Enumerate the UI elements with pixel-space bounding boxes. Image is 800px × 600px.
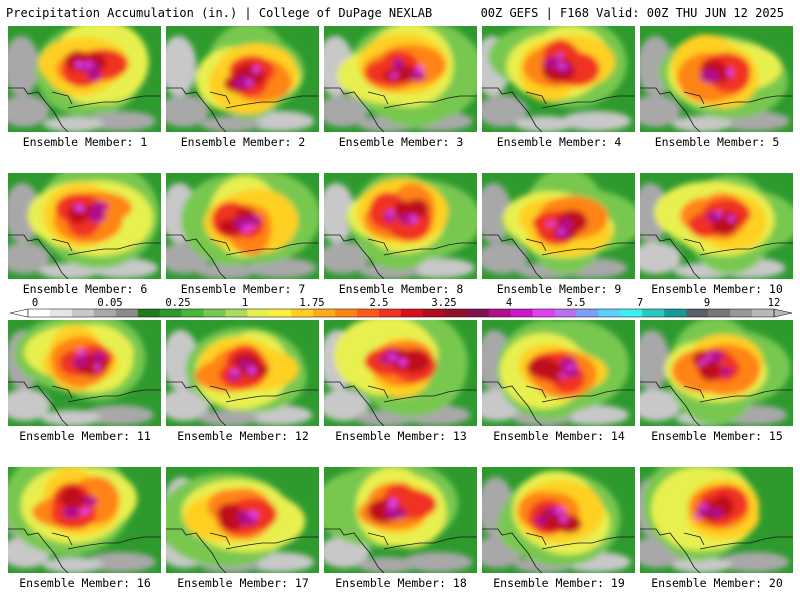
legend-color-swatch bbox=[71, 309, 95, 317]
legend-color-swatch bbox=[379, 309, 402, 317]
ensemble-member-map bbox=[166, 173, 319, 279]
ensemble-member-label: Ensemble Member: 18 bbox=[335, 576, 467, 590]
legend-tick-label: 4 bbox=[506, 297, 512, 309]
ensemble-member-label: Ensemble Member: 9 bbox=[496, 282, 622, 296]
legend-color-swatch bbox=[159, 309, 182, 317]
legend-color-swatch bbox=[357, 309, 380, 317]
legend-arrow-high bbox=[773, 308, 792, 318]
ensemble-member-map bbox=[324, 467, 477, 573]
legend-tick-label: 0.05 bbox=[97, 297, 122, 309]
ensemble-member-map bbox=[166, 467, 319, 573]
legend-tick-label: 1.75 bbox=[299, 297, 324, 309]
ensemble-member-map bbox=[8, 320, 161, 426]
legend-color-swatch bbox=[137, 309, 161, 317]
ensemble-member-label: Ensemble Member: 13 bbox=[335, 429, 467, 443]
ensemble-member-label: Ensemble Member: 2 bbox=[180, 135, 306, 149]
legend-color-swatch bbox=[598, 309, 621, 317]
ensemble-member-map bbox=[166, 320, 319, 426]
ensemble-member-map bbox=[640, 173, 793, 279]
ensemble-member-map bbox=[8, 467, 161, 573]
legend-color-swatch bbox=[444, 309, 468, 317]
header-run-info: 00Z GEFS | F168 Valid: 00Z THU JUN 12 20… bbox=[480, 6, 784, 20]
ensemble-member-label: Ensemble Member: 17 bbox=[177, 576, 309, 590]
legend-tick-label: 2.5 bbox=[370, 297, 389, 309]
legend-color-swatch bbox=[532, 309, 555, 317]
legend-color-swatch bbox=[488, 309, 512, 317]
legend-color-swatch bbox=[422, 309, 446, 317]
legend-color-swatch bbox=[554, 309, 577, 317]
ensemble-member-map bbox=[324, 173, 477, 279]
ensemble-member-map bbox=[324, 26, 477, 132]
legend-color-swatch bbox=[49, 309, 73, 317]
ensemble-member-label: Ensemble Member: 11 bbox=[19, 429, 151, 443]
ensemble-member-map bbox=[482, 320, 635, 426]
ensemble-member-map bbox=[8, 26, 161, 132]
ensemble-member-map bbox=[482, 26, 635, 132]
legend-color-swatch bbox=[115, 309, 139, 317]
ensemble-member-label: Ensemble Member: 19 bbox=[493, 576, 625, 590]
ensemble-member-label: Ensemble Member: 14 bbox=[493, 429, 625, 443]
header-title: Precipitation Accumulation (in.) | Colle… bbox=[6, 6, 433, 20]
legend-color-swatch bbox=[203, 309, 226, 317]
legend-color-swatch bbox=[269, 309, 292, 317]
legend-color-swatch bbox=[686, 309, 709, 317]
legend-color-swatch bbox=[708, 309, 731, 317]
legend-tick-label: 0.25 bbox=[165, 297, 190, 309]
ensemble-member-label: Ensemble Member: 3 bbox=[338, 135, 464, 149]
ensemble-member-map bbox=[640, 26, 793, 132]
legend-color-swatch bbox=[401, 309, 424, 317]
ensemble-member-map bbox=[8, 173, 161, 279]
legend-arrow-low bbox=[10, 308, 29, 318]
ensemble-member-map bbox=[166, 26, 319, 132]
ensemble-member-label: Ensemble Member: 12 bbox=[177, 429, 309, 443]
ensemble-member-label: Ensemble Member: 7 bbox=[180, 282, 306, 296]
legend-color-swatch bbox=[642, 309, 665, 317]
legend-color-swatch bbox=[313, 309, 336, 317]
legend-tick-label: 1 bbox=[242, 297, 248, 309]
ensemble-member-label: Ensemble Member: 20 bbox=[651, 576, 783, 590]
ensemble-member-label: Ensemble Member: 8 bbox=[338, 282, 464, 296]
precipitation-color-scale-legend: 0 0.05 0.25 1 1.75 2.5 3.25 4 5.5 7 9 12 bbox=[10, 297, 792, 318]
legend-tick-label: 9 bbox=[704, 297, 710, 309]
legend-color-swatch bbox=[225, 309, 248, 317]
legend-tick-label: 0 bbox=[32, 297, 38, 309]
ensemble-member-label: Ensemble Member: 15 bbox=[651, 429, 783, 443]
legend-color-swatch bbox=[28, 309, 51, 317]
ensemble-member-label: Ensemble Member: 1 bbox=[22, 135, 148, 149]
legend-color-swatch bbox=[576, 309, 599, 317]
legend-color-swatch bbox=[752, 309, 775, 317]
legend-tick-label: 7 bbox=[637, 297, 643, 309]
legend-tick-label: 3.25 bbox=[431, 297, 456, 309]
ensemble-member-label: Ensemble Member: 6 bbox=[22, 282, 148, 296]
ensemble-member-map bbox=[640, 467, 793, 573]
legend-color-swatch bbox=[510, 309, 534, 317]
legend-color-swatch bbox=[335, 309, 358, 317]
legend-color-swatch bbox=[466, 309, 490, 317]
legend-color-swatch bbox=[620, 309, 643, 317]
ensemble-member-map bbox=[324, 320, 477, 426]
legend-color-swatch bbox=[247, 309, 270, 317]
ensemble-member-label: Ensemble Member: 5 bbox=[654, 135, 780, 149]
legend-color-swatch bbox=[181, 309, 204, 317]
ensemble-member-label: Ensemble Member: 16 bbox=[19, 576, 151, 590]
ensemble-member-map bbox=[482, 467, 635, 573]
legend-tick-label: 12 bbox=[768, 297, 781, 309]
legend-color-swatch bbox=[291, 309, 314, 317]
legend-color-swatch bbox=[664, 309, 687, 317]
ensemble-member-label: Ensemble Member: 4 bbox=[496, 135, 622, 149]
ensemble-member-label: Ensemble Member: 10 bbox=[651, 282, 783, 296]
ensemble-member-map bbox=[482, 173, 635, 279]
legend-tick-label: 5.5 bbox=[567, 297, 586, 309]
ensemble-member-map bbox=[640, 320, 793, 426]
legend-color-swatch bbox=[730, 309, 753, 317]
legend-color-swatch bbox=[93, 309, 117, 317]
